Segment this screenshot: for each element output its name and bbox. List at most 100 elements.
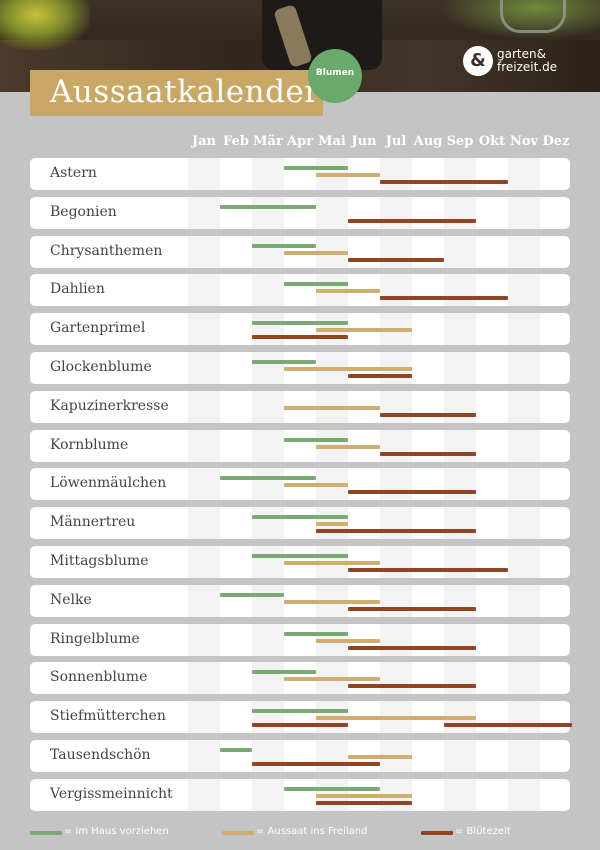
legend-label: = Blütezeit xyxy=(455,826,511,837)
plant-name: Ringelblume xyxy=(50,631,140,647)
month-stripe xyxy=(508,701,540,733)
month-stripe xyxy=(188,274,220,306)
month-stripe xyxy=(508,236,540,268)
plant-row: Stiefmütterchen xyxy=(30,701,572,733)
plant-row: Chrysanthemen xyxy=(30,236,570,268)
bloom-bar xyxy=(348,646,476,650)
outdoor-bar xyxy=(316,328,412,332)
month-stripe xyxy=(444,507,476,539)
month-stripe xyxy=(380,391,412,423)
category-badge-label: Blumen xyxy=(315,68,355,78)
indoor-bar xyxy=(252,360,316,364)
indoor-bar xyxy=(220,476,316,480)
month-stripe xyxy=(508,468,540,500)
month-stripe xyxy=(188,391,220,423)
month-stripe xyxy=(444,391,476,423)
month-stripe xyxy=(380,430,412,462)
plant-row: Dahlien xyxy=(30,274,570,306)
plant-row: Nelke xyxy=(30,585,570,617)
indoor-bar xyxy=(284,632,348,636)
month-stripe xyxy=(508,624,540,656)
month-stripe xyxy=(252,585,284,617)
month-stripe xyxy=(188,662,220,694)
month-stripe xyxy=(444,313,476,345)
category-badge xyxy=(308,49,362,103)
outdoor-bar xyxy=(316,794,412,798)
month-stripe xyxy=(380,197,412,229)
plant-name: Astern xyxy=(50,165,97,181)
plant-row: Glockenblume xyxy=(30,352,570,384)
ampersand-logo-icon: & xyxy=(463,46,493,76)
outdoor-bar xyxy=(316,173,380,177)
plant-name: Dahlien xyxy=(50,281,105,297)
month-header: Jan Feb Mär Apr Mai Jun Jul Aug Sep Okt Nov Dez xyxy=(188,134,572,152)
title-banner xyxy=(30,70,323,116)
month-stripe xyxy=(444,585,476,617)
indoor-bar xyxy=(252,321,348,325)
month-label: Dez xyxy=(542,134,570,149)
month-stripe xyxy=(444,779,476,811)
indoor-bar xyxy=(284,438,348,442)
month-stripe xyxy=(252,701,284,733)
month-stripe xyxy=(188,585,220,617)
bloom-bar xyxy=(348,568,508,572)
bloom-bar xyxy=(380,180,508,184)
indoor-bar xyxy=(284,166,348,170)
month-stripe xyxy=(444,352,476,384)
month-stripe xyxy=(508,313,540,345)
bloom-bar xyxy=(316,529,476,533)
outdoor-bar xyxy=(284,561,380,565)
month-stripe xyxy=(508,740,540,772)
month-stripe xyxy=(380,468,412,500)
month-stripe xyxy=(508,662,540,694)
plant-name: Männertreu xyxy=(50,514,136,530)
plant-row: Kornblume xyxy=(30,430,570,462)
month-stripe xyxy=(252,274,284,306)
month-label: Jun xyxy=(351,134,377,149)
indoor-bar xyxy=(284,787,380,791)
month-stripe xyxy=(444,740,476,772)
month-stripe xyxy=(188,236,220,268)
indoor-bar xyxy=(220,205,316,209)
month-stripe xyxy=(252,740,284,772)
month-stripe xyxy=(252,313,284,345)
month-stripe xyxy=(508,546,540,578)
month-stripe xyxy=(380,236,412,268)
month-stripe xyxy=(444,158,476,190)
indoor-bar xyxy=(284,282,348,286)
month-stripe xyxy=(508,197,540,229)
month-label: Mär xyxy=(253,134,283,149)
month-stripe xyxy=(508,352,540,384)
month-label: Mai xyxy=(318,134,346,149)
plant-name: Mittagsblume xyxy=(50,553,149,569)
month-stripe xyxy=(252,624,284,656)
bloom-bar xyxy=(316,801,412,805)
month-stripe xyxy=(444,468,476,500)
plant-name: Nelke xyxy=(50,592,92,608)
plant-name: Kapuzinerkresse xyxy=(50,398,169,414)
indoor-bar xyxy=(252,670,316,674)
bloom-bar xyxy=(348,219,476,223)
month-stripe xyxy=(508,779,540,811)
month-stripe xyxy=(444,197,476,229)
month-stripe xyxy=(252,352,284,384)
plant-name: Gartenprimel xyxy=(50,320,146,336)
month-stripe xyxy=(380,158,412,190)
month-stripe xyxy=(380,662,412,694)
month-stripe xyxy=(188,546,220,578)
outdoor-bar xyxy=(284,251,348,255)
logo-text-line2: freizeit.de xyxy=(497,60,558,74)
outdoor-bar xyxy=(284,367,412,371)
legend-label: = im Haus vorziehen xyxy=(64,826,169,837)
month-stripe xyxy=(188,507,220,539)
plant-row: Tausendschön xyxy=(30,740,570,772)
bloom-bar xyxy=(380,413,476,417)
brand-logo[interactable]: & garten& freizeit.de xyxy=(463,45,573,81)
plant-name: Sonnenblume xyxy=(50,669,148,685)
month-stripe xyxy=(188,701,220,733)
bloom-bar xyxy=(348,607,476,611)
bloom-bar xyxy=(380,452,476,456)
legend-swatch xyxy=(30,831,62,835)
bloom-bar xyxy=(380,296,508,300)
month-label: Nov xyxy=(509,134,539,149)
